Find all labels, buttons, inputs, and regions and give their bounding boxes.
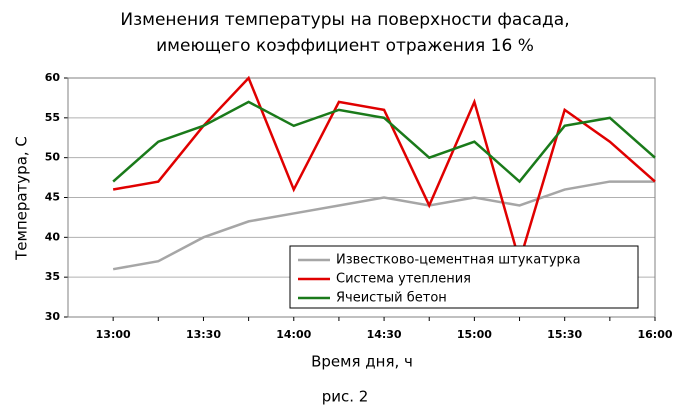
plot-area <box>67 77 656 318</box>
x-tick-label: 15:30 <box>547 328 582 341</box>
caption: рис. 2 <box>322 388 369 406</box>
y-tick-label: 30 <box>45 310 61 323</box>
legend-label: Известково-цементная штукатурка <box>336 253 581 268</box>
y-tick-label: 60 <box>45 71 61 84</box>
y-tick-label: 50 <box>45 151 61 164</box>
y-axis-title: Температура, С <box>13 136 31 261</box>
y-tick-label: 45 <box>45 191 60 204</box>
legend-label: Система утепления <box>336 272 471 287</box>
data-line <box>112 75 656 266</box>
x-tick-label: 13:00 <box>96 328 131 341</box>
x-axis-title: Время дня, ч <box>311 353 413 371</box>
legend-label: Ячеистый бетон <box>336 291 447 306</box>
chart-title: Изменения температуры на поверхности фас… <box>120 10 569 30</box>
x-tick-label: 15:00 <box>457 328 492 341</box>
x-tick-label: 13:30 <box>186 328 221 341</box>
chart-title: имеющего коэффициент отражения 16 % <box>156 36 534 56</box>
x-tick-label: 14:30 <box>367 328 402 341</box>
data-line <box>112 180 655 271</box>
y-tick-label: 55 <box>45 111 60 124</box>
y-tick-label: 40 <box>45 230 61 243</box>
x-tick-label: 16:00 <box>637 328 672 341</box>
y-tick-label: 35 <box>45 270 60 283</box>
data-line <box>112 100 656 184</box>
x-tick-label: 14:00 <box>276 328 311 341</box>
legend: Известково-цементная штукатурка Система у… <box>289 245 639 309</box>
legend-box <box>289 245 639 309</box>
